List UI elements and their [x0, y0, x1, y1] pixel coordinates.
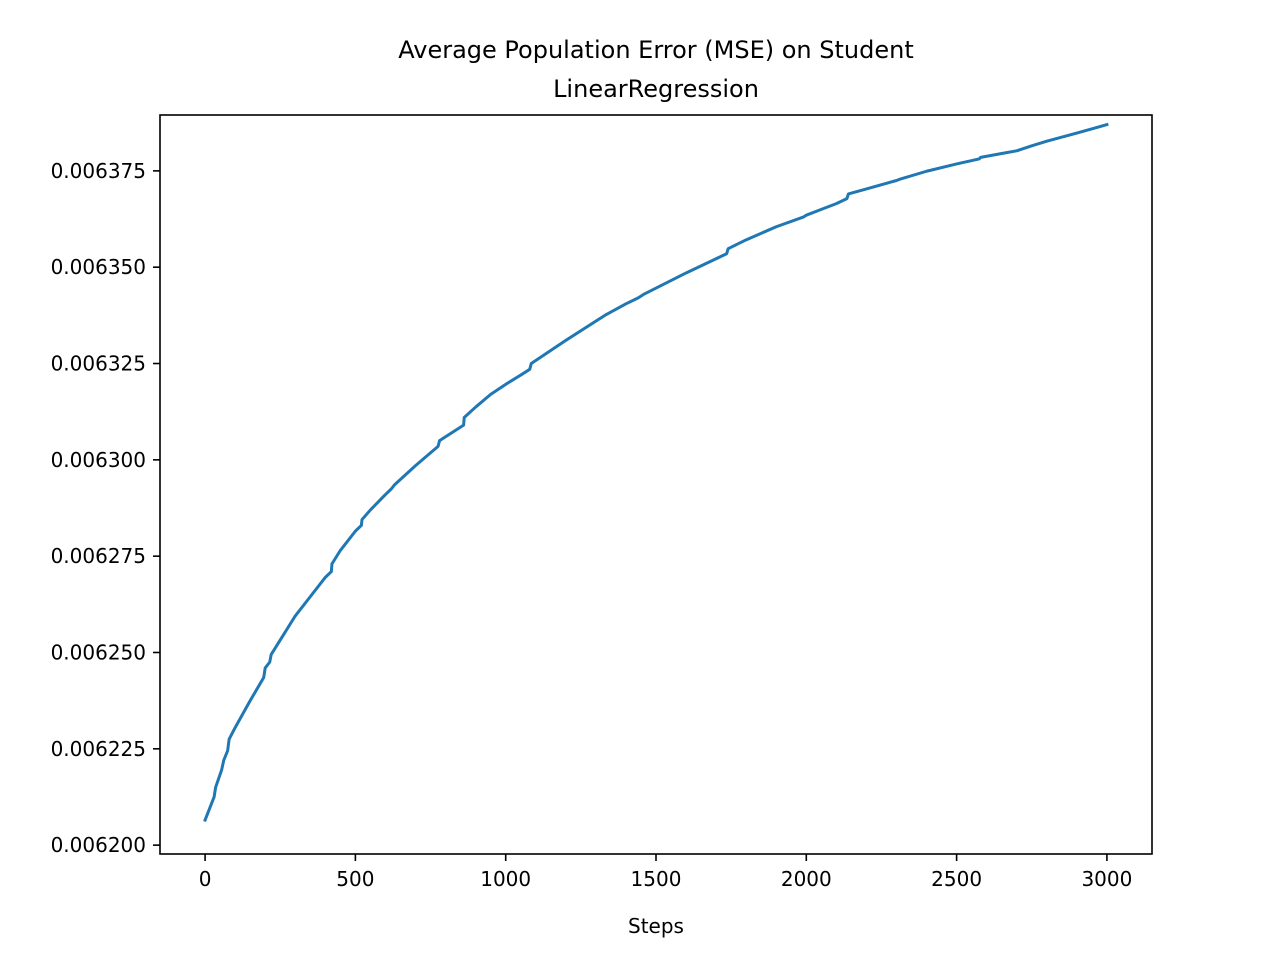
plot-area	[203, 122, 1109, 823]
y-tick-label: 0.006350	[51, 255, 146, 279]
y-tick-label: 0.006325	[51, 352, 146, 376]
y-tick-label: 0.006250	[51, 640, 146, 664]
x-tick-label: 1000	[480, 867, 531, 891]
chart-title-line-1: Average Population Error (MSE) on Studen…	[398, 36, 914, 64]
x-tick-label: 500	[336, 867, 374, 891]
x-tick-label: 3000	[1081, 867, 1132, 891]
x-tick-label: 2500	[931, 867, 982, 891]
y-tick-label: 0.006275	[51, 544, 146, 568]
y-tick-label: 0.006225	[51, 737, 146, 761]
x-tick-label: 1500	[631, 867, 682, 891]
y-tick-label: 0.006200	[51, 833, 146, 857]
chart-title-line-2: LinearRegression	[553, 75, 759, 103]
y-tick-label: 0.006375	[51, 159, 146, 183]
x-tick-label: 2000	[781, 867, 832, 891]
x-tick-label: 0	[199, 867, 212, 891]
x-axis: 0 500 1000 1500 2000 2500 3000	[199, 854, 1132, 891]
x-axis-label: Steps	[628, 914, 684, 938]
y-axis: 0.006200 0.006225 0.006250 0.006275 0.006300…	[51, 159, 160, 857]
series-line	[203, 122, 1109, 823]
y-tick-label: 0.006300	[51, 448, 146, 472]
